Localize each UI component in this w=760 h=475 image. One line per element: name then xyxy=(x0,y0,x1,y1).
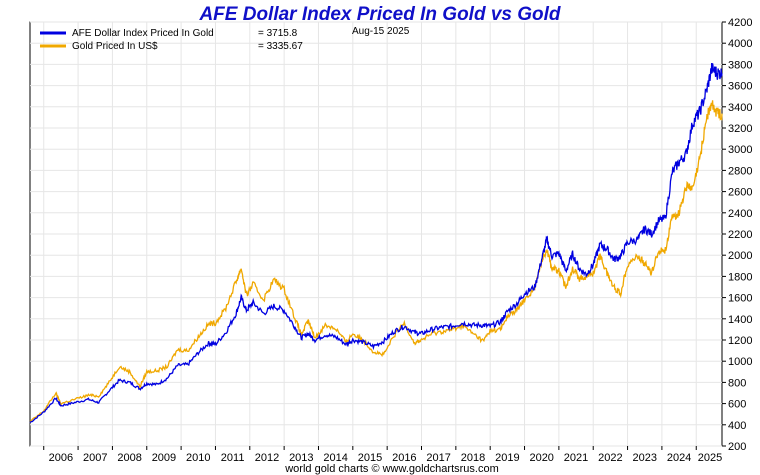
y-tick-label: 3000 xyxy=(728,144,752,156)
y-tick-label: 400 xyxy=(728,420,746,432)
legend-label-gold: Gold Priced In US$ xyxy=(72,41,158,52)
y-tick-label: 1800 xyxy=(728,271,752,283)
x-tick-label: 2025 xyxy=(698,452,722,464)
x-tick-label: 2017 xyxy=(426,452,450,464)
y-tick-label: 1400 xyxy=(728,314,752,326)
x-tick-label: 2007 xyxy=(83,452,107,464)
y-tick-label: 2800 xyxy=(728,165,752,177)
x-tick-label: 2011 xyxy=(221,452,245,464)
legend-value-gold: = 3335.67 xyxy=(258,41,303,52)
x-tick-label: 2008 xyxy=(117,452,141,464)
x-tick-label: 2015 xyxy=(358,452,382,464)
y-tick-label: 200 xyxy=(728,441,746,453)
y-tick-label: 4200 xyxy=(728,17,752,29)
x-tick-label: 2016 xyxy=(392,452,416,464)
y-tick-label: 1200 xyxy=(728,335,752,347)
legend-value-afe: = 3715.8 xyxy=(258,28,298,39)
x-tick-label: 2018 xyxy=(461,452,485,464)
x-tick-label: 2019 xyxy=(495,452,519,464)
legend: AFE Dollar Index Priced In Gold = 3715.8… xyxy=(40,26,410,52)
x-tick-label: 2013 xyxy=(289,452,313,464)
y-tick-label: 3600 xyxy=(728,81,752,93)
series-lines xyxy=(29,62,723,424)
chart-credit: world gold charts © www.goldchartsrus.co… xyxy=(284,463,499,475)
x-tick-label: 2010 xyxy=(186,452,210,464)
x-tick-label: 2009 xyxy=(152,452,176,464)
y-tick-label: 2000 xyxy=(728,250,752,262)
y-tick-label: 1000 xyxy=(728,356,752,368)
series-line-gold-usd xyxy=(29,100,723,422)
y-tick-label: 1600 xyxy=(728,293,752,305)
y-tick-label: 2600 xyxy=(728,187,752,199)
gridlines xyxy=(30,21,722,447)
x-tick-label: 2020 xyxy=(529,452,553,464)
y-tick-label: 3400 xyxy=(728,102,752,114)
y-tick-label: 3200 xyxy=(728,123,752,135)
y-tick-label: 3800 xyxy=(728,59,752,71)
y-axis: 200 400 600 800 1000 1200 1400 1600 1800 2000 2200… xyxy=(722,17,752,453)
y-tick-label: 2400 xyxy=(728,208,752,220)
chart-date-label: Aug-15 2025 xyxy=(352,26,410,37)
chart-title: AFE Dollar Index Priced In Gold vs Gold xyxy=(198,4,560,25)
y-tick-label: 2200 xyxy=(728,229,752,241)
x-tick-label: 2012 xyxy=(255,452,279,464)
series-line-afe-dollar-index xyxy=(29,62,723,424)
x-tick-label: 2024 xyxy=(667,452,691,464)
plot-area xyxy=(29,21,723,447)
x-axis: 2006 2007 2008 2009 2010 2011 2012 2013 2014 2015… xyxy=(43,446,722,464)
x-tick-label: 2023 xyxy=(632,452,656,464)
y-tick-label: 600 xyxy=(728,399,746,411)
legend-label-afe: AFE Dollar Index Priced In Gold xyxy=(72,28,214,39)
x-tick-label: 2006 xyxy=(49,452,73,464)
x-tick-label: 2021 xyxy=(564,452,588,464)
y-tick-label: 800 xyxy=(728,377,746,389)
y-tick-label: 4000 xyxy=(728,38,752,50)
x-tick-label: 2022 xyxy=(598,452,622,464)
x-tick-label: 2014 xyxy=(323,452,347,464)
